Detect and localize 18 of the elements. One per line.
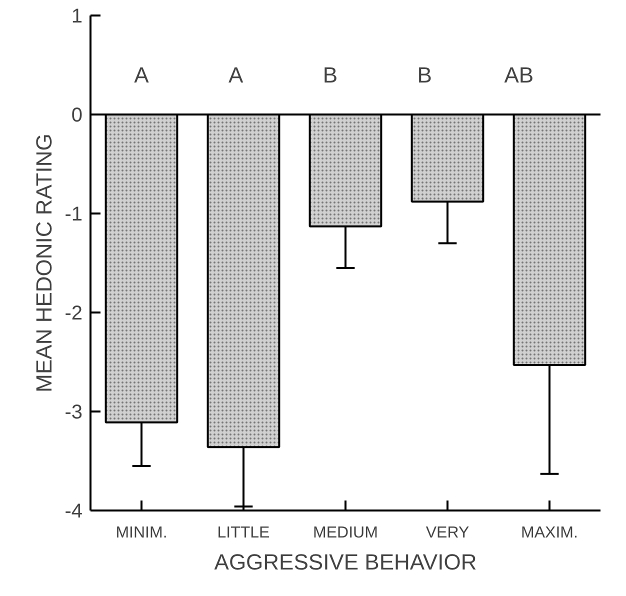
y-tick-label: -3 xyxy=(64,402,83,424)
x-tick-label: VERY xyxy=(426,524,470,542)
y-tick-label: 0 xyxy=(71,104,82,126)
x-axis-title: AGGRESSIVE BEHAVIOR xyxy=(214,550,477,574)
y-tick-label: -4 xyxy=(64,500,83,522)
y-tick-label: 1 xyxy=(71,6,82,28)
annotation: AB xyxy=(504,62,534,88)
annotation: A xyxy=(134,62,150,88)
x-tick-label: MINIM. xyxy=(116,524,168,542)
x-tick-label: MAXIM. xyxy=(521,524,578,542)
annotation: B xyxy=(417,62,432,88)
y-tick-label: -2 xyxy=(64,302,83,324)
annotation: B xyxy=(322,62,338,88)
y-tick-label: -1 xyxy=(64,204,83,226)
x-tick-label: LITTLE xyxy=(217,524,270,542)
x-tick-label: MEDIUM xyxy=(313,524,378,542)
annotation: A xyxy=(228,62,244,88)
y-axis-title: MEAN HEDONIC RATING xyxy=(32,134,57,392)
